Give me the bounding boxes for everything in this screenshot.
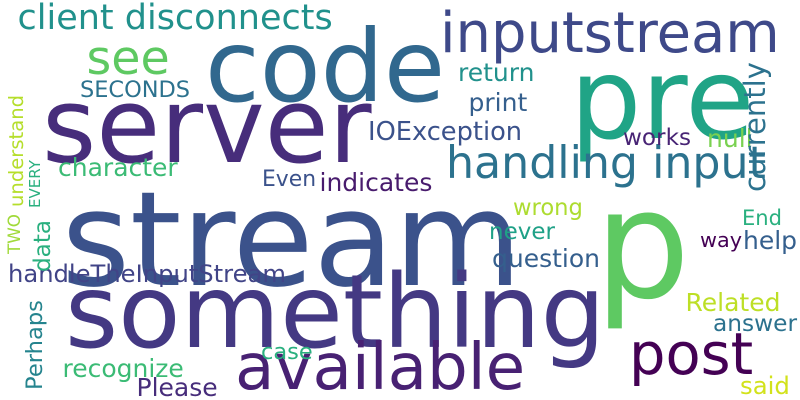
word-pre: pre: [570, 33, 755, 165]
word-data: data: [29, 219, 56, 272]
word-stream: stream: [61, 162, 523, 316]
word-server: server: [42, 65, 372, 187]
word-post: post: [629, 321, 754, 388]
word-never: never: [489, 218, 555, 245]
word-handletheinputstream: handleTheInputStream: [8, 260, 286, 288]
word-code: code: [205, 9, 446, 125]
word-said: said: [740, 371, 790, 400]
word-currently: currently: [737, 62, 772, 192]
word-character: character: [58, 152, 178, 182]
word-way: way: [700, 227, 743, 252]
word-available: available: [235, 330, 526, 400]
word-seconds: SECONDS: [80, 77, 191, 103]
word-ioexception: IOException: [368, 117, 523, 147]
word-see: see: [86, 31, 170, 86]
word-recognize: recognize: [62, 353, 184, 383]
word-wrong: wrong: [513, 194, 583, 221]
word-print: print: [468, 87, 528, 117]
word-even: Even: [262, 167, 317, 192]
word-indicates: indicates: [319, 167, 433, 197]
word-please: Please: [136, 373, 218, 400]
word-case: case: [261, 338, 313, 365]
word-handling-input: handling input: [446, 138, 766, 189]
word-understand: understand: [5, 94, 28, 207]
word-two: TWO: [3, 214, 24, 254]
word-perhaps: Perhaps: [21, 300, 48, 390]
word-something: something: [65, 253, 606, 372]
word-end: End: [742, 204, 782, 230]
word-works: works: [623, 124, 692, 151]
word-help: help: [743, 225, 798, 255]
word-return: return: [458, 57, 535, 87]
word-every: EVERY: [25, 160, 44, 208]
word-client-disconnects: client disconnects: [17, 0, 333, 38]
word-p: p: [594, 156, 691, 333]
word-related: Related: [685, 287, 781, 317]
word-answer: answer: [713, 309, 798, 337]
word-inputstream: inputstream: [440, 1, 780, 66]
word-null: null: [707, 123, 753, 153]
word-question: question: [492, 243, 601, 273]
